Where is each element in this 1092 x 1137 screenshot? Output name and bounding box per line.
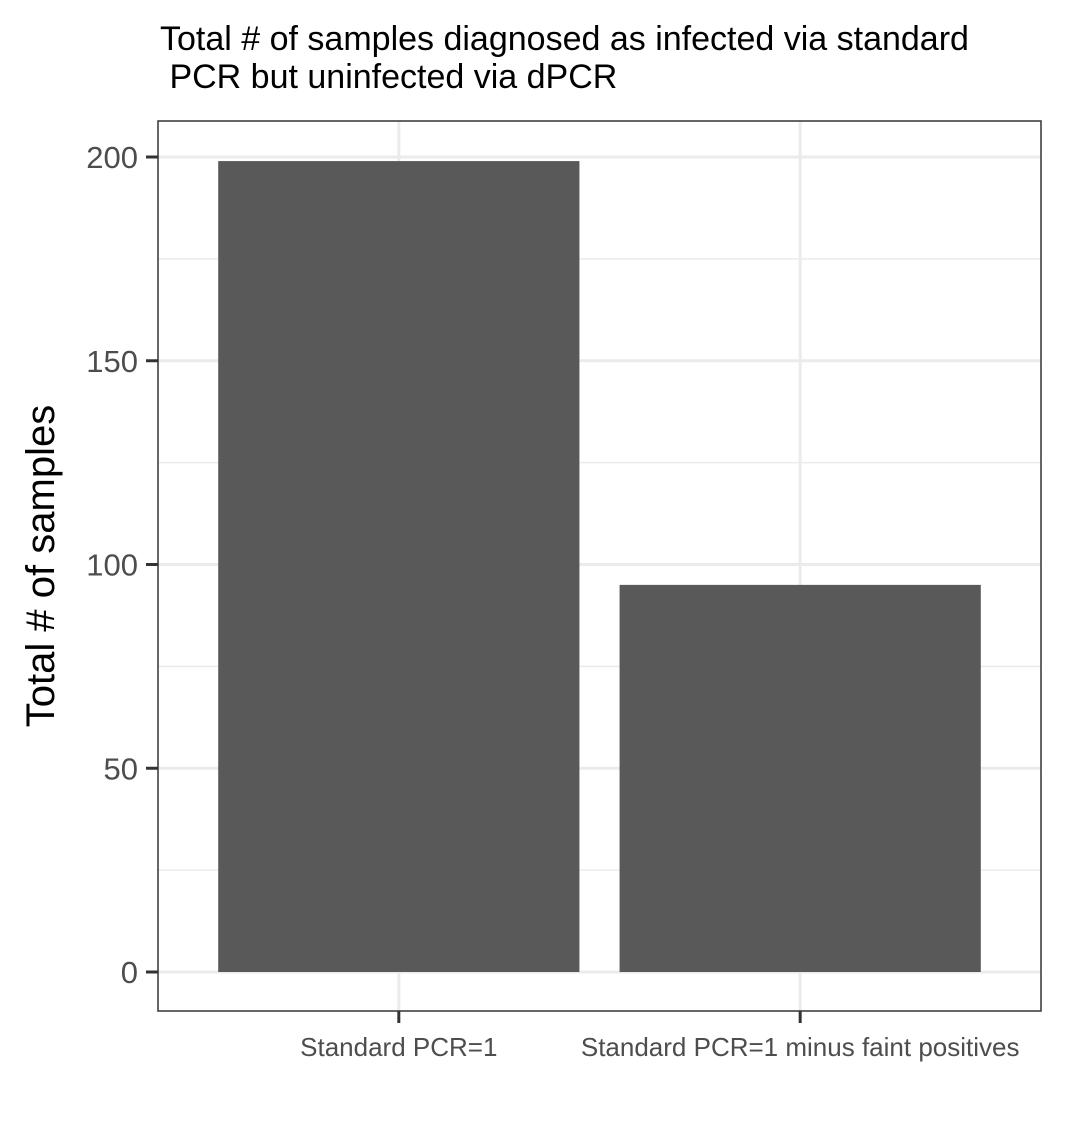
bar-2: [619, 584, 981, 972]
bars: [218, 161, 981, 972]
x-axis: Standard PCR=1 Standard PCR=1 minus faint…: [300, 1011, 1019, 1062]
y-tick-label: 50: [104, 751, 138, 786]
x-tick-label: Standard PCR=1 minus faint positives: [581, 1032, 1020, 1062]
y-tick-label: 100: [86, 548, 138, 583]
chart-title: Total # of samples diagnosed as infected…: [160, 20, 969, 96]
y-axis-label: Total # of samples: [19, 405, 63, 727]
chart-title-line-2: PCR but uninfected via dPCR: [160, 58, 617, 96]
y-tick-label: 150: [86, 344, 138, 379]
y-axis: 0 50 100 150 200: [86, 140, 158, 990]
x-tick-label: Standard PCR=1: [300, 1032, 497, 1062]
bar-1: [218, 161, 580, 972]
y-tick-label: 0: [121, 955, 138, 990]
y-tick-label: 200: [86, 140, 138, 175]
chart-title-line-1: Total # of samples diagnosed as infected…: [160, 20, 969, 58]
